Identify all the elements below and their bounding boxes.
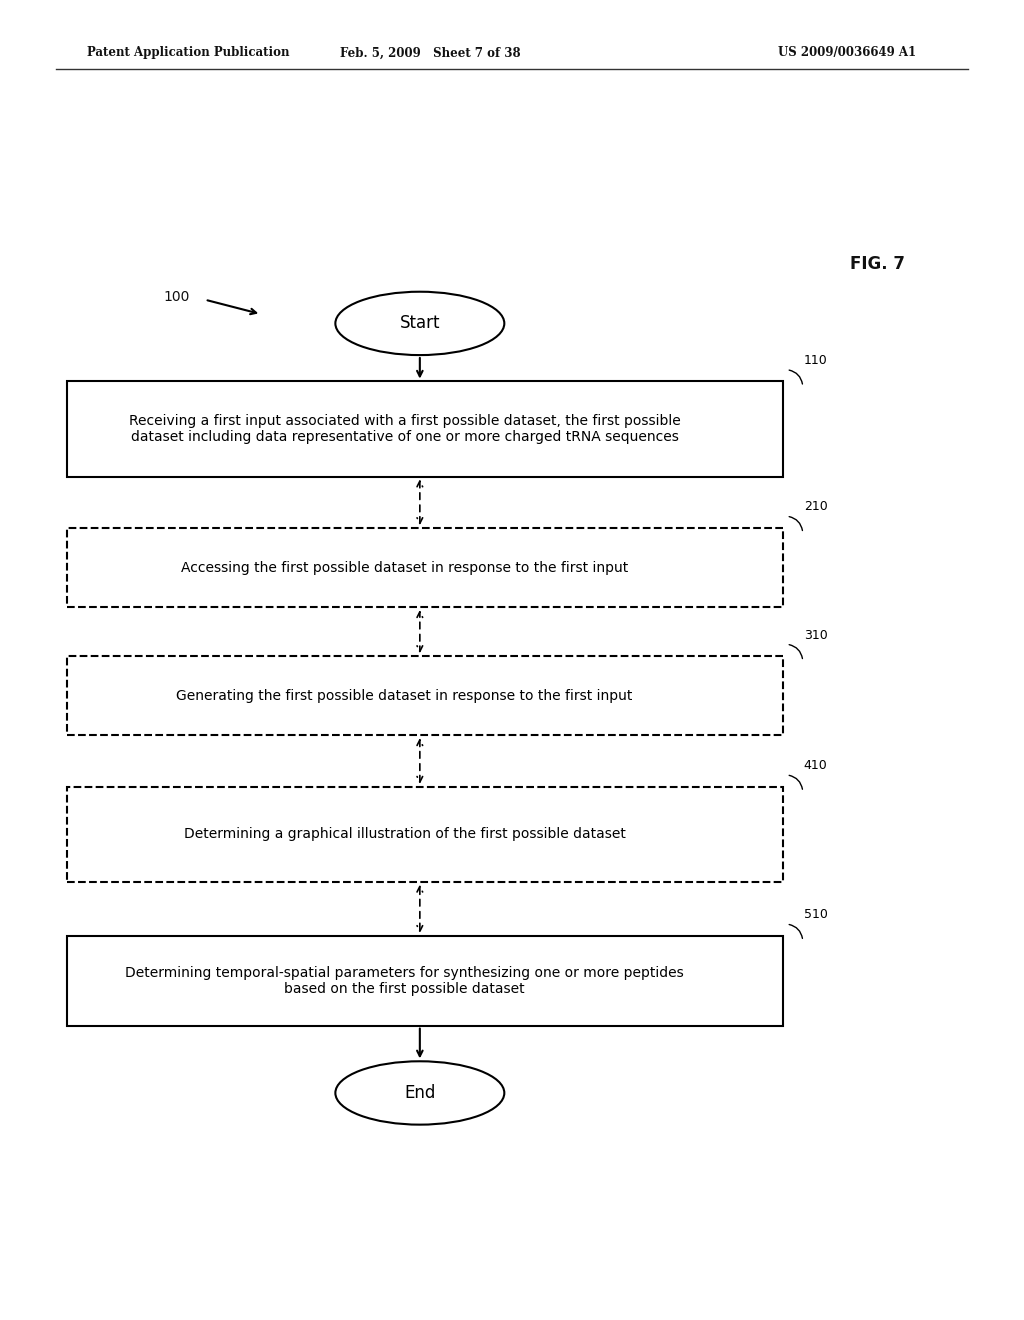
Text: Start: Start [399,314,440,333]
Text: Generating the first possible dataset in response to the first input: Generating the first possible dataset in… [176,689,633,702]
Text: 510: 510 [804,908,827,921]
Text: 110: 110 [804,354,827,367]
Text: 410: 410 [804,759,827,772]
Text: Accessing the first possible dataset in response to the first input: Accessing the first possible dataset in … [181,561,628,574]
Text: 310: 310 [804,628,827,642]
Text: US 2009/0036649 A1: US 2009/0036649 A1 [778,46,916,59]
Text: End: End [404,1084,435,1102]
Text: Determining a graphical illustration of the first possible dataset: Determining a graphical illustration of … [183,828,626,841]
Text: 210: 210 [804,500,827,513]
Text: FIG. 7: FIG. 7 [850,255,905,273]
Text: Feb. 5, 2009   Sheet 7 of 38: Feb. 5, 2009 Sheet 7 of 38 [340,46,520,59]
Text: 100: 100 [163,290,189,304]
Text: Patent Application Publication: Patent Application Publication [87,46,290,59]
Text: Receiving a first input associated with a first possible dataset, the first poss: Receiving a first input associated with … [129,414,680,444]
Text: Determining temporal-spatial parameters for synthesizing one or more peptides
ba: Determining temporal-spatial parameters … [125,966,684,995]
